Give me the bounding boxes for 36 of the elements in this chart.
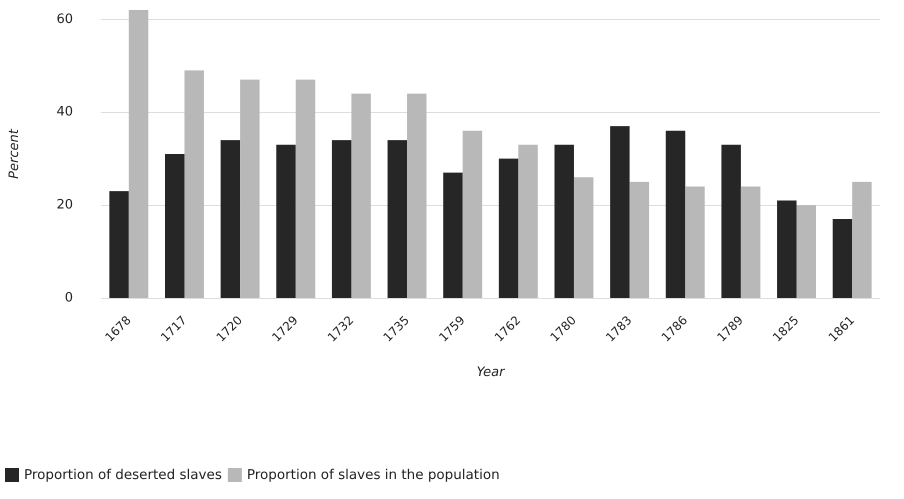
y-axis-title: Percent — [7, 128, 22, 179]
bar — [296, 80, 316, 298]
bar — [407, 94, 427, 298]
bar — [351, 94, 371, 298]
bar — [332, 140, 352, 298]
bar — [721, 144, 741, 298]
legend-label: Proportion of slaves in the population — [246, 467, 500, 483]
bar — [220, 140, 240, 298]
bar — [518, 144, 538, 298]
bar — [796, 205, 816, 298]
bar — [462, 130, 482, 298]
bar — [109, 191, 129, 298]
bar — [630, 182, 650, 298]
bar — [666, 130, 686, 298]
legend-label: Proportion of deserted slaves — [24, 467, 222, 483]
bar — [276, 144, 296, 298]
bar — [554, 144, 574, 298]
bar — [777, 200, 797, 298]
bar — [740, 186, 760, 298]
bar — [852, 182, 872, 298]
bar — [443, 172, 463, 298]
y-tick-label: 60 — [56, 12, 73, 27]
bar — [388, 140, 408, 298]
bar — [498, 158, 518, 298]
y-tick-label: 20 — [56, 198, 73, 213]
bar — [240, 80, 260, 298]
bar — [832, 219, 852, 298]
x-axis-title: Year — [476, 365, 506, 380]
bar — [164, 154, 184, 298]
bar — [574, 177, 594, 298]
y-tick-label: 40 — [56, 104, 73, 120]
bar — [610, 126, 630, 298]
y-tick-label: 0 — [64, 290, 73, 306]
bar — [685, 186, 705, 298]
bar — [184, 70, 204, 298]
bar — [128, 10, 148, 298]
